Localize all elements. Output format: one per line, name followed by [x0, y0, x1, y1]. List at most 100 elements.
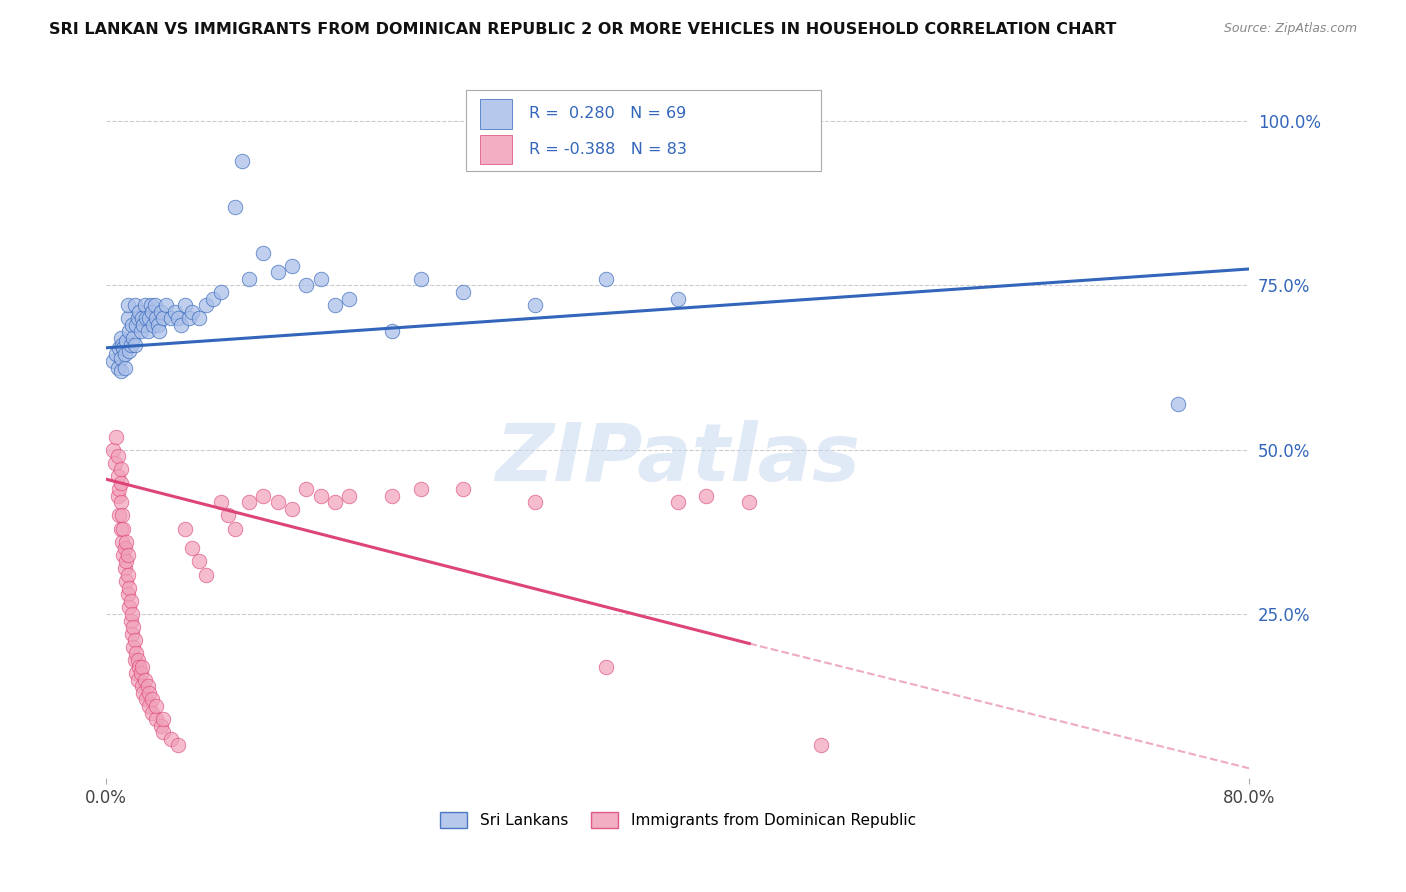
- Point: [125, 646, 148, 660]
- Point: [122, 620, 145, 634]
- Point: [453, 285, 475, 299]
- Point: [188, 311, 211, 326]
- Point: [110, 351, 132, 365]
- Point: [136, 324, 159, 338]
- Point: [595, 659, 617, 673]
- Point: [224, 200, 246, 214]
- Point: [141, 304, 163, 318]
- Point: [110, 495, 132, 509]
- Point: [117, 298, 139, 312]
- Point: [103, 354, 125, 368]
- Point: [145, 712, 167, 726]
- Point: [115, 534, 138, 549]
- Point: [124, 298, 146, 312]
- Point: [135, 311, 157, 326]
- Point: [114, 541, 136, 556]
- Point: [409, 482, 432, 496]
- Point: [131, 679, 153, 693]
- Point: [666, 292, 689, 306]
- Point: [523, 298, 546, 312]
- Point: [121, 318, 143, 332]
- Point: [118, 581, 141, 595]
- Point: [149, 304, 172, 318]
- Point: [152, 712, 174, 726]
- Point: [217, 508, 239, 523]
- Point: [124, 653, 146, 667]
- Point: [323, 298, 346, 312]
- FancyBboxPatch shape: [479, 99, 512, 128]
- Point: [124, 337, 146, 351]
- Point: [166, 311, 188, 326]
- Point: [173, 298, 195, 312]
- Point: [1167, 397, 1189, 411]
- Point: [295, 482, 318, 496]
- Point: [127, 653, 149, 667]
- Point: [111, 534, 134, 549]
- Point: [181, 541, 204, 556]
- Point: [127, 673, 149, 687]
- Point: [110, 364, 132, 378]
- Point: [179, 311, 201, 326]
- FancyBboxPatch shape: [479, 135, 512, 164]
- Point: [142, 318, 165, 332]
- Point: [118, 324, 141, 338]
- Point: [148, 324, 170, 338]
- Point: [110, 522, 132, 536]
- Point: [115, 334, 138, 349]
- Text: SRI LANKAN VS IMMIGRANTS FROM DOMINICAN REPUBLIC 2 OR MORE VEHICLES IN HOUSEHOLD: SRI LANKAN VS IMMIGRANTS FROM DOMINICAN …: [49, 22, 1116, 37]
- Point: [128, 304, 150, 318]
- Point: [120, 614, 142, 628]
- Point: [128, 659, 150, 673]
- Point: [104, 456, 127, 470]
- Point: [695, 489, 717, 503]
- Point: [453, 482, 475, 496]
- Point: [181, 304, 204, 318]
- Point: [107, 360, 129, 375]
- Point: [129, 324, 152, 338]
- Point: [110, 462, 132, 476]
- Text: R = -0.388   N = 83: R = -0.388 N = 83: [529, 142, 688, 157]
- Point: [117, 548, 139, 562]
- Point: [127, 311, 149, 326]
- Point: [309, 272, 332, 286]
- Point: [173, 522, 195, 536]
- Point: [108, 508, 131, 523]
- Point: [114, 347, 136, 361]
- Point: [238, 495, 260, 509]
- Point: [132, 318, 155, 332]
- Point: [139, 298, 162, 312]
- Point: [252, 489, 274, 503]
- Point: [224, 522, 246, 536]
- Point: [115, 574, 138, 588]
- Point: [134, 673, 156, 687]
- Point: [121, 626, 143, 640]
- Point: [120, 337, 142, 351]
- Point: [188, 554, 211, 568]
- Point: [159, 311, 181, 326]
- Point: [111, 337, 134, 351]
- Point: [117, 587, 139, 601]
- Point: [152, 311, 174, 326]
- Point: [409, 272, 432, 286]
- Point: [138, 311, 160, 326]
- Point: [129, 666, 152, 681]
- Point: [159, 731, 181, 746]
- Point: [195, 567, 218, 582]
- Point: [124, 633, 146, 648]
- Point: [281, 501, 304, 516]
- Point: [281, 259, 304, 273]
- Point: [112, 522, 135, 536]
- Point: [114, 360, 136, 375]
- Point: [103, 442, 125, 457]
- Point: [107, 489, 129, 503]
- Point: [267, 495, 290, 509]
- Point: [295, 278, 318, 293]
- Point: [105, 429, 128, 443]
- Point: [523, 495, 546, 509]
- Point: [125, 666, 148, 681]
- Point: [136, 679, 159, 693]
- Point: [195, 298, 218, 312]
- Point: [231, 153, 253, 168]
- Point: [122, 331, 145, 345]
- Point: [134, 298, 156, 312]
